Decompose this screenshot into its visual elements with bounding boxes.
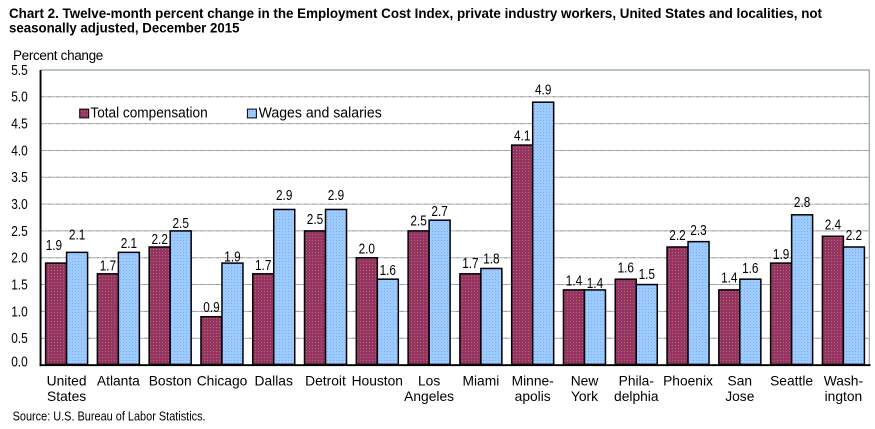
svg-text:2.2: 2.2 xyxy=(846,228,862,244)
svg-text:4.1: 4.1 xyxy=(514,128,530,144)
svg-text:Total compensation: Total compensation xyxy=(90,105,207,121)
svg-text:York: York xyxy=(571,389,598,404)
svg-text:Angeles: Angeles xyxy=(404,389,454,404)
svg-text:2.1: 2.1 xyxy=(69,227,85,243)
svg-text:2.1: 2.1 xyxy=(121,236,137,252)
svg-text:Atlanta: Atlanta xyxy=(97,373,140,388)
svg-text:1.7: 1.7 xyxy=(100,259,116,275)
svg-text:2.9: 2.9 xyxy=(328,188,344,204)
svg-text:2.4: 2.4 xyxy=(825,217,841,233)
svg-text:5.5: 5.5 xyxy=(11,63,28,79)
svg-text:1.4: 1.4 xyxy=(587,276,603,292)
svg-text:States: States xyxy=(47,389,86,404)
svg-text:3.0: 3.0 xyxy=(11,197,28,213)
svg-text:1.7: 1.7 xyxy=(255,258,271,274)
svg-text:Seattle: Seattle xyxy=(770,373,813,388)
svg-text:1.4: 1.4 xyxy=(721,271,737,287)
svg-text:0.9: 0.9 xyxy=(203,300,219,316)
svg-text:1.4: 1.4 xyxy=(566,274,582,290)
svg-text:1.9: 1.9 xyxy=(46,238,62,254)
svg-text:Percent change: Percent change xyxy=(13,48,103,63)
svg-text:2.5: 2.5 xyxy=(307,212,323,228)
svg-text:1.9: 1.9 xyxy=(224,249,240,265)
svg-text:2.8: 2.8 xyxy=(794,195,810,211)
svg-text:1.7: 1.7 xyxy=(462,256,478,272)
svg-text:ington: ington xyxy=(825,389,863,404)
svg-text:Detroit: Detroit xyxy=(305,373,346,388)
svg-text:Minne-: Minne- xyxy=(512,373,554,388)
svg-text:1.0: 1.0 xyxy=(11,304,28,320)
svg-text:Miami: Miami xyxy=(463,373,500,388)
svg-text:5.0: 5.0 xyxy=(11,90,28,106)
svg-text:4.0: 4.0 xyxy=(11,143,28,159)
svg-text:United: United xyxy=(47,373,87,388)
svg-text:delphia: delphia xyxy=(614,389,659,404)
svg-text:Wages and salaries: Wages and salaries xyxy=(259,105,382,121)
svg-text:3.5: 3.5 xyxy=(11,170,28,186)
svg-text:2.3: 2.3 xyxy=(690,223,706,239)
svg-text:2.5: 2.5 xyxy=(410,213,426,229)
svg-text:4.5: 4.5 xyxy=(11,117,28,133)
svg-text:1.6: 1.6 xyxy=(742,261,758,277)
svg-text:4.9: 4.9 xyxy=(535,82,551,98)
svg-text:2.0: 2.0 xyxy=(11,251,28,267)
svg-text:Los: Los xyxy=(418,373,440,388)
svg-text:1.6: 1.6 xyxy=(380,263,396,279)
svg-text:Chart 2. Twelve-month percent: Chart 2. Twelve-month percent change in … xyxy=(9,5,822,21)
svg-text:Chicago: Chicago xyxy=(197,373,248,388)
svg-text:Dallas: Dallas xyxy=(255,373,293,388)
svg-text:Wash-: Wash- xyxy=(824,373,863,388)
svg-text:0.5: 0.5 xyxy=(11,331,28,347)
svg-text:1.9: 1.9 xyxy=(773,247,789,263)
svg-text:New: New xyxy=(571,373,599,388)
svg-text:1.5: 1.5 xyxy=(11,277,28,293)
svg-text:2.0: 2.0 xyxy=(359,242,375,258)
svg-text:1.6: 1.6 xyxy=(618,261,634,277)
svg-text:2.2: 2.2 xyxy=(669,228,685,244)
svg-text:Jose: Jose xyxy=(725,389,754,404)
svg-text:0.0: 0.0 xyxy=(11,355,28,371)
svg-text:2.5: 2.5 xyxy=(11,224,28,240)
svg-text:2.5: 2.5 xyxy=(173,216,189,232)
svg-text:2.7: 2.7 xyxy=(431,204,447,220)
svg-text:seasonally adjusted, December: seasonally adjusted, December 2015 xyxy=(9,20,240,36)
svg-text:Boston: Boston xyxy=(149,373,192,388)
svg-text:apolis: apolis xyxy=(515,389,551,404)
svg-text:2.2: 2.2 xyxy=(152,232,168,248)
svg-text:San: San xyxy=(728,373,753,388)
svg-text:Phila-: Phila- xyxy=(619,373,654,388)
svg-text:Source: U.S. Bureau of Labor S: Source: U.S. Bureau of Labor Statistics. xyxy=(13,409,206,424)
svg-text:2.9: 2.9 xyxy=(276,188,292,204)
svg-text:1.5: 1.5 xyxy=(639,267,655,283)
svg-text:1.8: 1.8 xyxy=(483,252,499,268)
svg-text:Phoenix: Phoenix xyxy=(663,373,713,388)
svg-text:Houston: Houston xyxy=(352,373,403,388)
